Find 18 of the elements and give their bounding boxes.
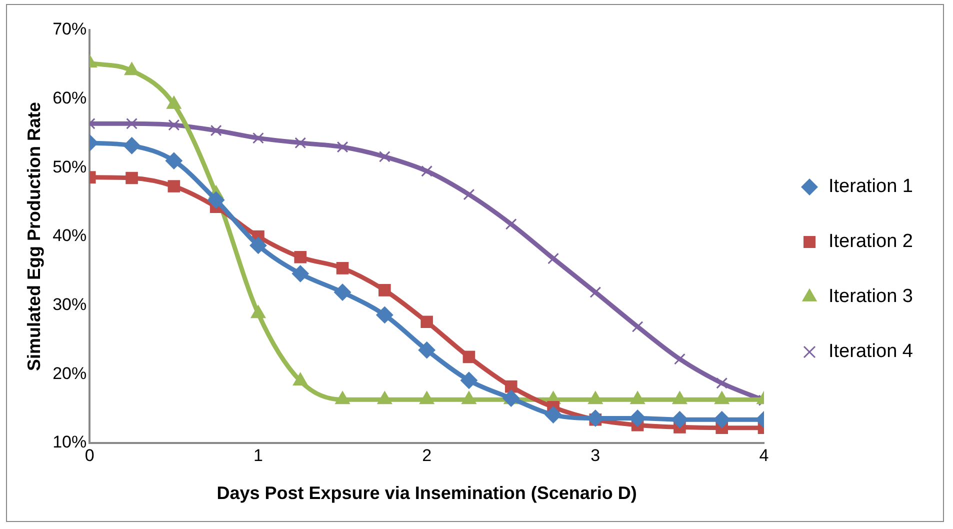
y-tick-label: 70%: [52, 20, 87, 39]
x-tick-label: 1: [253, 446, 263, 465]
legend-label: Iteration 4: [828, 341, 914, 362]
x-axis-title: Days Post Expsure via Insemination (Scenario D): [216, 483, 637, 504]
legend-label: Iteration 2: [828, 231, 913, 252]
x-tick-label: 4: [759, 446, 769, 465]
legend-label: Iteration 3: [828, 286, 913, 308]
legend-label: Iteration 1: [828, 176, 913, 198]
y-tick-label: 60%: [52, 88, 87, 108]
y-tick-label: 20%: [52, 364, 87, 383]
y-tick-label: 10%: [52, 432, 87, 452]
y-tick-label: 50%: [52, 157, 87, 176]
y-tick-label: 40%: [52, 226, 87, 246]
x-tick-label: 0: [84, 446, 94, 465]
x-tick-label: 2: [422, 446, 432, 465]
x-tick-label: 3: [590, 446, 600, 465]
y-tick-label: 30%: [52, 295, 87, 314]
y-axis-title: Simulated Egg Production Rate: [24, 102, 44, 372]
